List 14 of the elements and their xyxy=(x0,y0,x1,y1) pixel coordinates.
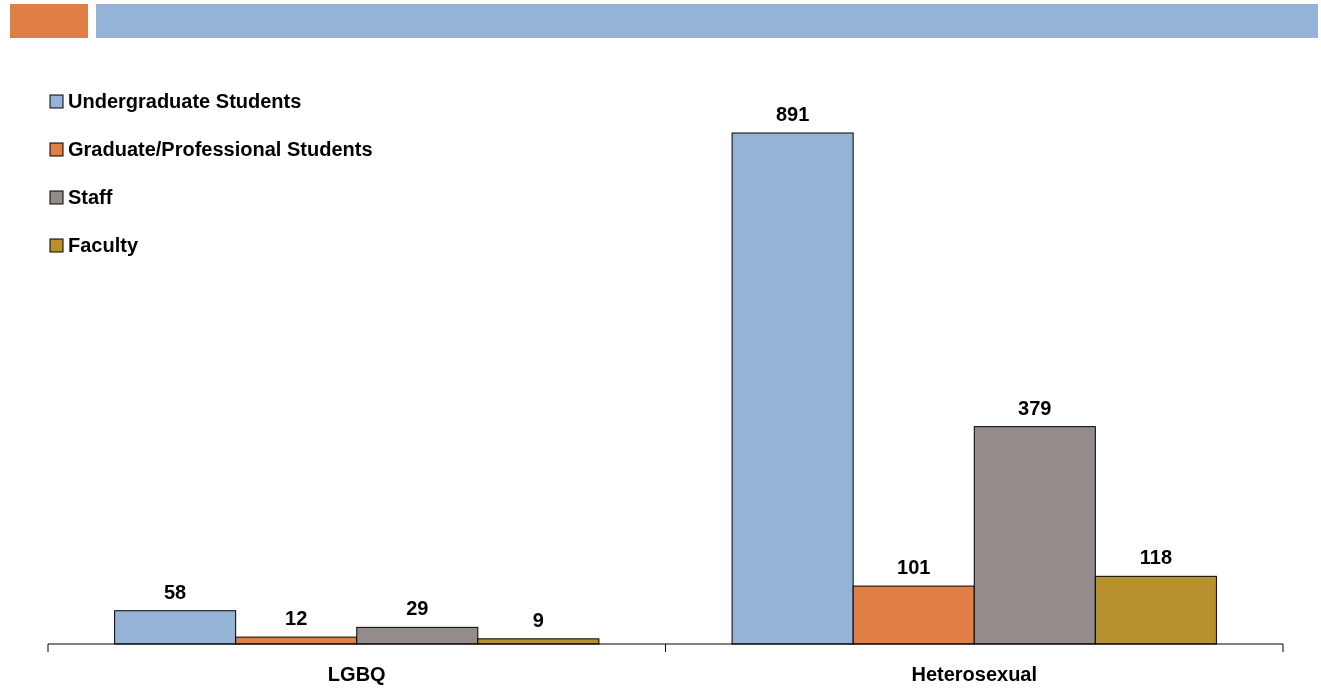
data-label: 12 xyxy=(285,607,308,630)
data-label: 118 xyxy=(1139,546,1172,569)
data-label: 891 xyxy=(775,103,810,125)
data-label: 379 xyxy=(1018,396,1052,419)
data-label: 29 xyxy=(406,597,429,620)
legend-label: Graduate/Professional Students xyxy=(68,138,373,160)
x-tick-label: Heterosexual xyxy=(911,663,1038,685)
legend-label: Undergraduate Students xyxy=(68,90,302,112)
x-tick-label: LGBQ xyxy=(327,663,386,685)
legend-label: Staff xyxy=(68,186,113,208)
data-label: 9 xyxy=(532,608,544,631)
data-label: 58 xyxy=(164,580,187,603)
data-label: 101 xyxy=(897,556,931,579)
legend-label: Faculty xyxy=(68,234,139,256)
